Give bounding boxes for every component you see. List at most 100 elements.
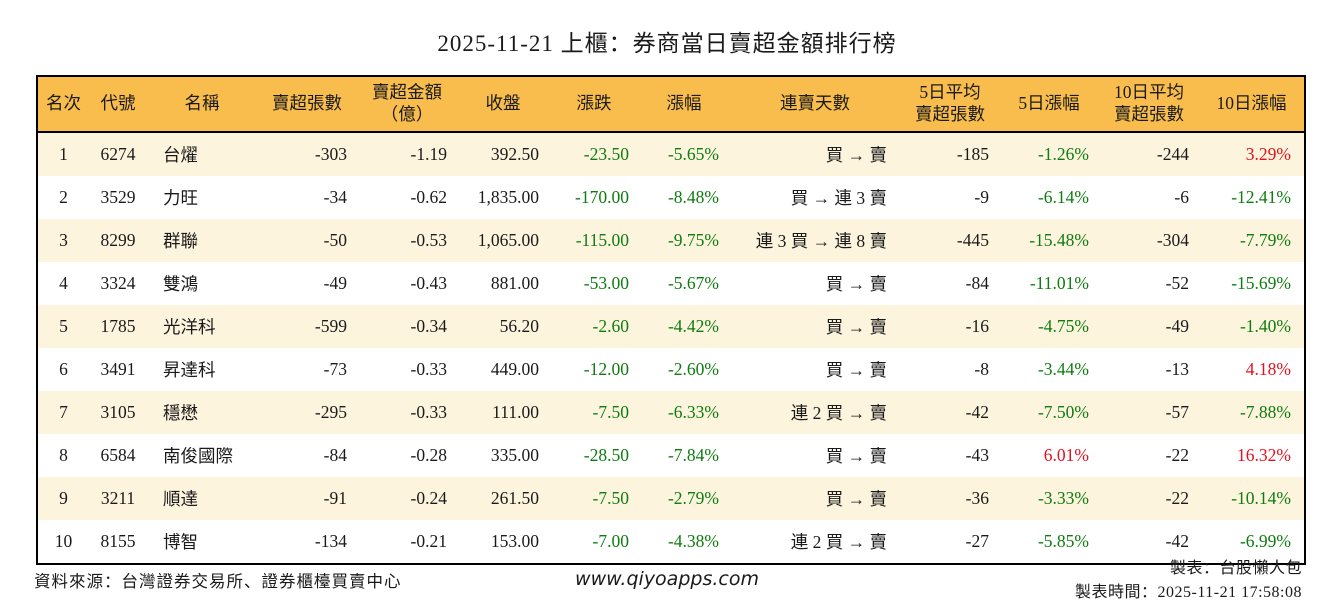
cell-change: -7.50 <box>592 488 629 508</box>
cell-pct5: -5.85% <box>1037 531 1089 551</box>
column-header-sell_lots: 賣超張數 <box>257 76 357 133</box>
cell-rank: 5 <box>59 316 68 336</box>
cell-streak: 連 3 買 → 連 8 賣 <box>755 231 887 251</box>
table-row: 10 8155 博智 -134 -0.21 153.00 -7.00 -4.38% 連 2 買 … <box>37 520 1305 564</box>
cell-sell_amount: -0.53 <box>410 230 447 250</box>
cell-rank: 3 <box>59 230 68 250</box>
cell-sell_lots: -91 <box>323 488 347 508</box>
cell-change_pct: -5.65% <box>667 144 719 164</box>
cell-streak: 連 2 買 → 賣 <box>790 532 887 552</box>
cell-rank: 4 <box>59 273 68 293</box>
cell-avg5_lots: -27 <box>965 531 989 551</box>
cell-avg5_lots: -8 <box>974 359 989 379</box>
cell-avg10_lots: -52 <box>1165 273 1189 293</box>
ranking-table: 名次 代號 名稱 賣超張數 賣超金額 （億） 收盤 漲跌 漲幅 連賣天數 5日平均 賣超張數 5日漲… <box>36 75 1306 565</box>
column-header-rank: 名次 <box>37 76 89 133</box>
cell-rank: 2 <box>59 187 68 207</box>
cell-pct5: -11.01% <box>1029 273 1089 293</box>
column-header-name: 名稱 <box>147 76 257 133</box>
cell-code: 8155 <box>100 531 136 551</box>
cell-close: 56.20 <box>499 316 539 336</box>
column-header-code: 代號 <box>89 76 147 133</box>
cell-avg10_lots: -22 <box>1165 445 1189 465</box>
cell-change: -115.00 <box>575 230 629 250</box>
cell-code: 3529 <box>100 187 136 207</box>
cell-avg10_lots: -13 <box>1165 359 1189 379</box>
cell-streak: 買 → 賣 <box>825 489 887 509</box>
cell-name: 台燿 <box>163 145 198 165</box>
cell-pct10: -6.99% <box>1239 531 1291 551</box>
cell-sell_lots: -599 <box>314 316 347 336</box>
table-row: 1 6274 台燿 -303 -1.19 392.50 -23.50 -5.65% 買 → 賣 -… <box>37 132 1305 176</box>
cell-change: -7.00 <box>592 531 629 551</box>
cell-change_pct: -4.38% <box>667 531 719 551</box>
website-label: www.qiyoapps.com <box>575 568 759 590</box>
cell-pct5: -15.48% <box>1029 230 1089 250</box>
cell-streak: 買 → 連 3 賣 <box>790 188 887 208</box>
cell-streak: 連 2 買 → 賣 <box>790 403 887 423</box>
cell-sell_amount: -0.33 <box>410 359 447 379</box>
cell-change_pct: -9.75% <box>667 230 719 250</box>
cell-rank: 9 <box>59 488 68 508</box>
cell-sell_lots: -84 <box>323 445 347 465</box>
column-header-streak: 連賣天數 <box>729 76 901 133</box>
column-header-pct5: 5日漲幅 <box>999 76 1099 133</box>
cell-pct5: 6.01% <box>1043 445 1089 465</box>
cell-close: 1,065.00 <box>477 230 539 250</box>
cell-sell_lots: -50 <box>323 230 347 250</box>
cell-change: -12.00 <box>583 359 629 379</box>
column-header-change: 漲跌 <box>549 76 639 133</box>
cell-avg10_lots: -57 <box>1165 402 1189 422</box>
cell-pct10: 16.32% <box>1237 445 1291 465</box>
cell-rank: 8 <box>59 445 68 465</box>
cell-pct10: 4.18% <box>1245 359 1291 379</box>
cell-change: -53.00 <box>583 273 629 293</box>
cell-sell_lots: -34 <box>323 187 347 207</box>
table-row: 5 1785 光洋科 -599 -0.34 56.20 -2.60 -4.42% 買 → 賣 -1… <box>37 305 1305 348</box>
table-row: 6 3491 昇達科 -73 -0.33 449.00 -12.00 -2.60% 買 → 賣 -… <box>37 348 1305 391</box>
page-title: 2025-11-21 上櫃：券商當日賣超金額排行榜 <box>437 31 897 56</box>
cell-sell_amount: -0.21 <box>410 531 447 551</box>
cell-close: 881.00 <box>490 273 539 293</box>
column-header-pct10: 10日漲幅 <box>1199 76 1305 133</box>
cell-sell_lots: -295 <box>314 402 347 422</box>
cell-close: 1,835.00 <box>477 187 539 207</box>
cell-avg5_lots: -36 <box>965 488 989 508</box>
cell-rank: 7 <box>59 402 68 422</box>
cell-avg5_lots: -445 <box>956 230 989 250</box>
cell-pct10: -15.69% <box>1231 273 1291 293</box>
table-row: 7 3105 穩懋 -295 -0.33 111.00 -7.50 -6.33% 連 2 買 →… <box>37 391 1305 434</box>
cell-name: 力旺 <box>163 188 198 208</box>
cell-pct5: -7.50% <box>1037 402 1089 422</box>
cell-pct10: -7.88% <box>1239 402 1291 422</box>
cell-pct10: -7.79% <box>1239 230 1291 250</box>
table-row: 9 3211 順達 -91 -0.24 261.50 -7.50 -2.79% 買 → 賣 -36… <box>37 477 1305 520</box>
cell-streak: 買 → 賣 <box>825 274 887 294</box>
header-row: 名次 代號 名稱 賣超張數 賣超金額 （億） 收盤 漲跌 漲幅 連賣天數 5日平均 賣超張數 5日漲… <box>37 76 1305 133</box>
cell-pct10: 3.29% <box>1245 144 1291 164</box>
cell-avg5_lots: -9 <box>974 187 989 207</box>
cell-name: 昇達科 <box>163 360 216 380</box>
table-row: 2 3529 力旺 -34 -0.62 1,835.00 -170.00 -8.48% 買 → … <box>37 176 1305 219</box>
column-header-avg10_lots: 10日平均 賣超張數 <box>1099 76 1199 133</box>
cell-close: 335.00 <box>490 445 539 465</box>
data-source-note: 資料來源：台灣證券交易所、證券櫃檯買賣中心 <box>34 572 402 591</box>
cell-change: -2.60 <box>592 316 629 336</box>
table-row: 4 3324 雙鴻 -49 -0.43 881.00 -53.00 -5.67% 買 → 賣 -8… <box>37 262 1305 305</box>
cell-sell_amount: -0.34 <box>410 316 447 336</box>
cell-rank: 1 <box>59 144 68 164</box>
cell-avg5_lots: -16 <box>965 316 989 336</box>
column-header-avg5_lots: 5日平均 賣超張數 <box>901 76 999 133</box>
cell-avg5_lots: -185 <box>956 144 989 164</box>
cell-avg10_lots: -49 <box>1165 316 1189 336</box>
cell-close: 153.00 <box>490 531 539 551</box>
cell-name: 順達 <box>163 489 198 509</box>
credit-block: 製表：台股懶人包 製表時間：2025-11-21 17:58:08 <box>1075 557 1302 605</box>
cell-sell_amount: -0.28 <box>410 445 447 465</box>
table-body: 1 6274 台燿 -303 -1.19 392.50 -23.50 -5.65% 買 → 賣-… <box>37 132 1305 564</box>
cell-pct5: -1.26% <box>1037 144 1089 164</box>
cell-pct10: -1.40% <box>1239 316 1291 336</box>
cell-sell_lots: -134 <box>314 531 347 551</box>
cell-sell_lots: -303 <box>314 144 347 164</box>
cell-streak: 買 → 賣 <box>825 145 887 165</box>
